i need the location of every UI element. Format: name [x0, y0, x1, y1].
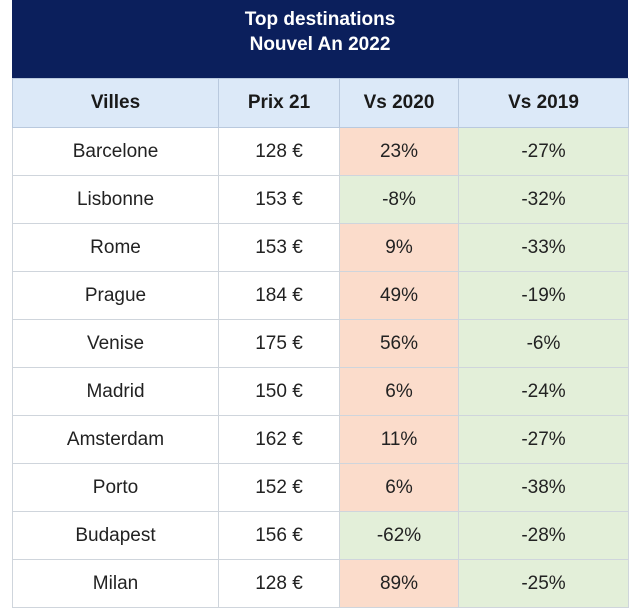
- column-header-vs-2019: Vs 2019: [458, 78, 629, 128]
- table-header-row: Villes Prix 21 Vs 2020 Vs 2019: [12, 78, 629, 128]
- cell-vs-2019: -24%: [458, 367, 629, 416]
- column-header-prix-21: Prix 21: [218, 78, 340, 128]
- cell-vs-2020: 23%: [339, 127, 459, 176]
- cell-ville: Amsterdam: [12, 415, 219, 464]
- table-row: Lisbonne 153 € -8% -32%: [12, 175, 629, 224]
- destinations-table: Villes Prix 21 Vs 2020 Vs 2019 Barcelone…: [12, 78, 629, 608]
- cell-vs-2019: -6%: [458, 319, 629, 368]
- cell-prix: 162 €: [218, 415, 340, 464]
- table-row: Milan 128 €89% -25%: [12, 559, 629, 608]
- cell-prix: 150 €: [218, 367, 340, 416]
- cell-prix: 175 €: [218, 319, 340, 368]
- cell-vs-2019: -32%: [458, 175, 629, 224]
- cell-vs-2020: 9%: [339, 223, 459, 272]
- table-body: Barcelone 128 €23% -27% Lisbonne 153 € -8% -32…: [12, 127, 629, 608]
- column-header-villes: Villes: [12, 78, 219, 128]
- cell-vs-2020: -8%: [339, 175, 459, 224]
- cell-prix: 128 €: [218, 559, 340, 608]
- table-row: Amsterdam 162 €11% -27%: [12, 415, 629, 464]
- cell-ville: Barcelone: [12, 127, 219, 176]
- cell-vs-2020: 6%: [339, 367, 459, 416]
- cell-ville: Prague: [12, 271, 219, 320]
- table-row: Rome 153 €9% -33%: [12, 223, 629, 272]
- table-row: Budapest 156 € -62% -28%: [12, 511, 629, 560]
- cell-vs-2019: -28%: [458, 511, 629, 560]
- cell-prix: 152 €: [218, 463, 340, 512]
- cell-vs-2020: 6%: [339, 463, 459, 512]
- table-row: Barcelone 128 €23% -27%: [12, 127, 629, 176]
- cell-vs-2020: 11%: [339, 415, 459, 464]
- cell-vs-2020: 89%: [339, 559, 459, 608]
- cell-prix: 153 €: [218, 175, 340, 224]
- cell-vs-2019: -27%: [458, 415, 629, 464]
- cell-vs-2019: -19%: [458, 271, 629, 320]
- cell-vs-2019: -25%: [458, 559, 629, 608]
- table-title-block: Top destinations Nouvel An 2022: [12, 0, 628, 78]
- table-title-line-2: Nouvel An 2022: [249, 34, 391, 55]
- cell-vs-2019: -27%: [458, 127, 629, 176]
- table-title-line-1: Top destinations: [244, 9, 396, 30]
- cell-prix: 128 €: [218, 127, 340, 176]
- cell-prix: 153 €: [218, 223, 340, 272]
- table-row: Prague 184 €49% -19%: [12, 271, 629, 320]
- cell-ville: Rome: [12, 223, 219, 272]
- cell-ville: Lisbonne: [12, 175, 219, 224]
- cell-ville: Madrid: [12, 367, 219, 416]
- cell-ville: Milan: [12, 559, 219, 608]
- column-header-vs-2020: Vs 2020: [339, 78, 459, 128]
- cell-vs-2020: 49%: [339, 271, 459, 320]
- table-row: Porto 152 €6% -38%: [12, 463, 629, 512]
- cell-prix: 184 €: [218, 271, 340, 320]
- cell-ville: Porto: [12, 463, 219, 512]
- table-row: Venise 175 €56% -6%: [12, 319, 629, 368]
- cell-vs-2019: -33%: [458, 223, 629, 272]
- cell-ville: Venise: [12, 319, 219, 368]
- cell-vs-2020: -62%: [339, 511, 459, 560]
- cell-ville: Budapest: [12, 511, 219, 560]
- cell-vs-2019: -38%: [458, 463, 629, 512]
- destinations-table-figure: Top destinations Nouvel An 2022 Villes P…: [12, 0, 629, 608]
- cell-prix: 156 €: [218, 511, 340, 560]
- table-row: Madrid 150 €6% -24%: [12, 367, 629, 416]
- cell-vs-2020: 56%: [339, 319, 459, 368]
